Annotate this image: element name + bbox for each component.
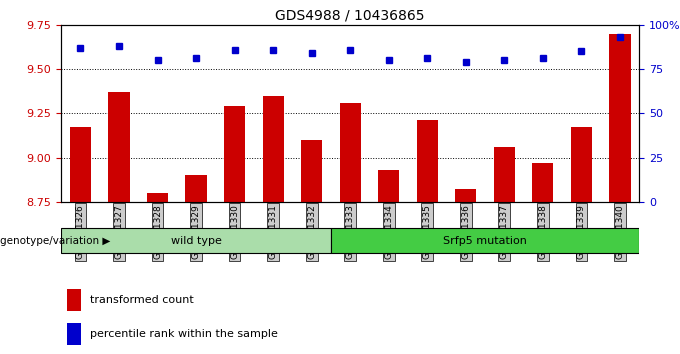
Text: percentile rank within the sample: percentile rank within the sample: [90, 329, 278, 339]
Bar: [147, 193, 168, 202]
Text: wild type: wild type: [171, 236, 222, 246]
Bar: [455, 189, 477, 202]
Bar: [609, 34, 630, 202]
Bar: [67, 289, 82, 311]
Bar: [571, 127, 592, 202]
Bar: [108, 92, 130, 202]
Bar: [301, 140, 322, 202]
Text: transformed count: transformed count: [90, 295, 194, 305]
Bar: [70, 127, 91, 202]
Text: genotype/variation ▶: genotype/variation ▶: [0, 236, 110, 246]
Bar: [331, 228, 639, 253]
Bar: [417, 120, 438, 202]
Bar: [262, 96, 284, 202]
Text: Srfp5 mutation: Srfp5 mutation: [443, 236, 527, 246]
Bar: [224, 106, 245, 202]
Title: GDS4988 / 10436865: GDS4988 / 10436865: [275, 8, 425, 22]
Bar: [61, 228, 331, 253]
Bar: [339, 103, 361, 202]
Bar: [186, 175, 207, 202]
Bar: [67, 323, 82, 345]
Bar: [532, 163, 554, 202]
Bar: [494, 147, 515, 202]
Bar: [378, 170, 399, 202]
